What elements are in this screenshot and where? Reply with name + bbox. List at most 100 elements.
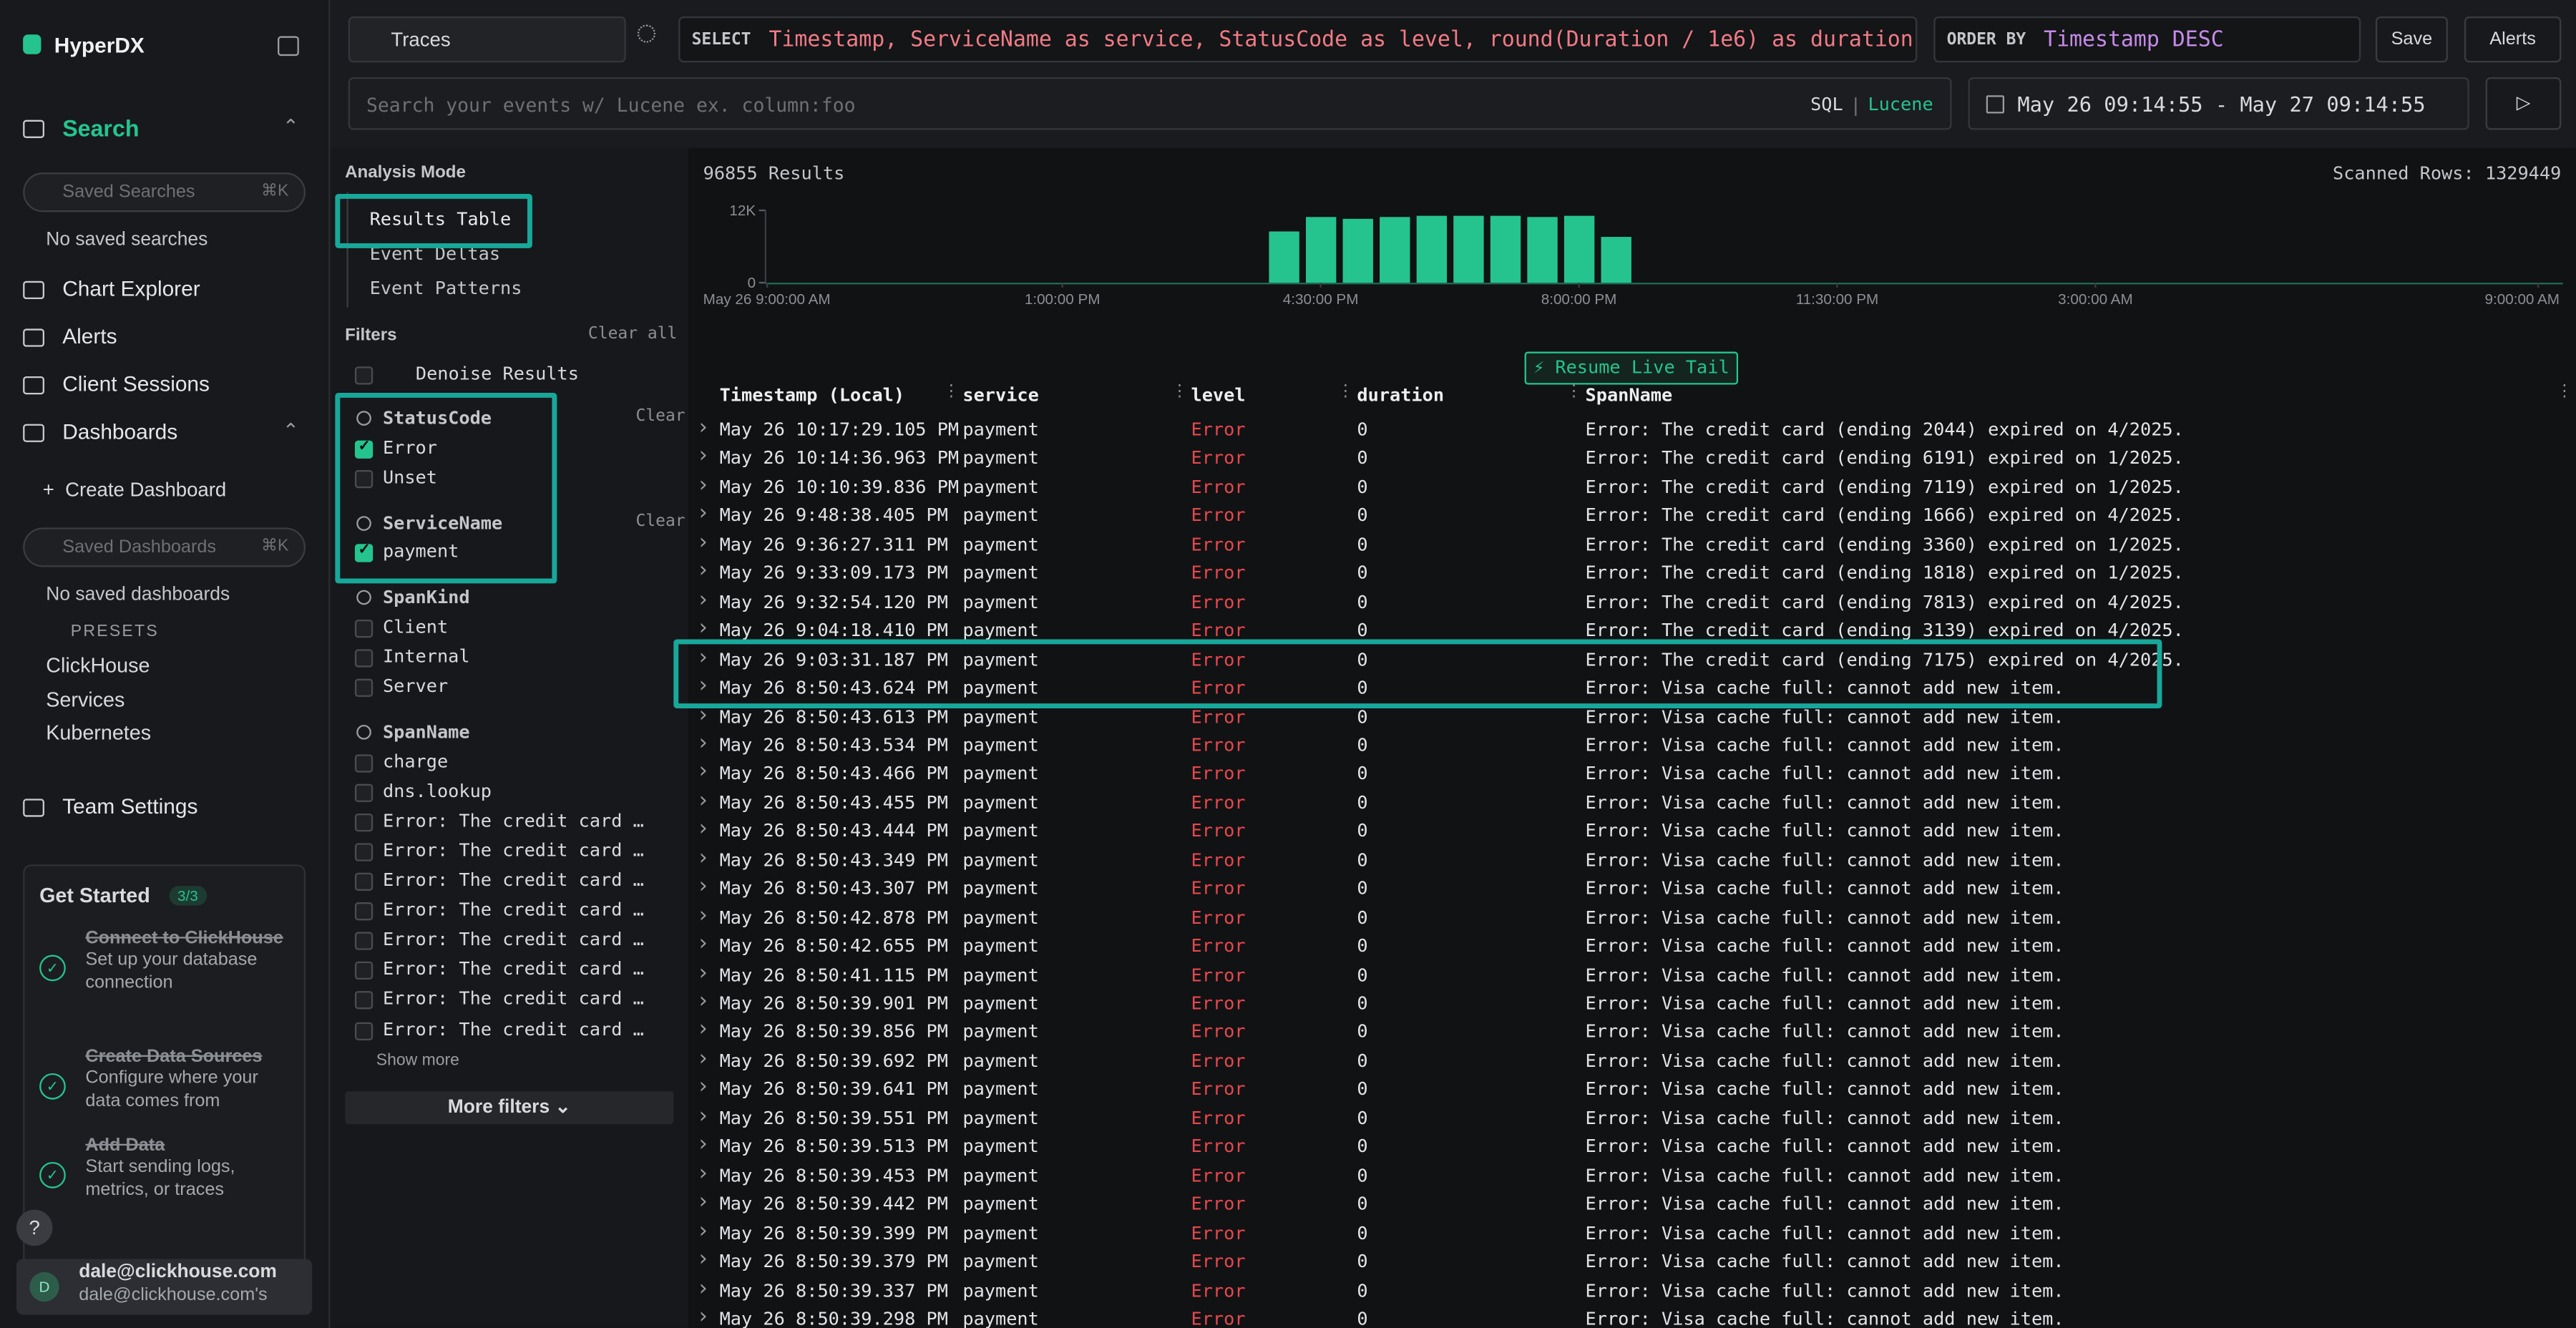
- run-button[interactable]: ▷: [2485, 77, 2562, 130]
- nav-item[interactable]: Client Sessions: [23, 371, 210, 396]
- table-row[interactable]: May 26 8:50:39.856 PM payment Error 0 Error:…: [690, 1018, 2576, 1049]
- lucene-toggle[interactable]: Lucene: [1868, 93, 1933, 115]
- table-row[interactable]: May 26 8:50:39.453 PM payment Error 0 Error:…: [690, 1161, 2576, 1193]
- column-header[interactable]: SpanName: [1585, 384, 1673, 406]
- mode-option[interactable]: Results Table: [369, 208, 512, 230]
- checkbox[interactable]: [354, 932, 374, 951]
- cell: 0: [1357, 907, 1368, 928]
- table-row[interactable]: May 26 8:50:41.115 PM payment Error 0 Error:…: [690, 961, 2576, 992]
- saved-dashboards-input[interactable]: Saved Dashboards ⌘K: [23, 527, 306, 567]
- table-row[interactable]: May 26 9:48:38.405 PM payment Error 0 Error:…: [690, 502, 2576, 533]
- table-row[interactable]: May 26 8:50:43.444 PM payment Error 0 Error:…: [690, 817, 2576, 849]
- cell: May 26 8:50:43.455 PM: [719, 791, 948, 814]
- table-row[interactable]: May 26 8:50:39.379 PM payment Error 0 Error:…: [690, 1248, 2576, 1279]
- table-row[interactable]: May 26 9:32:54.120 PM payment Error 0 Error:…: [690, 588, 2576, 619]
- checkbox[interactable]: [354, 962, 374, 980]
- checkbox[interactable]: [354, 813, 374, 831]
- nav-search[interactable]: Search: [23, 115, 139, 142]
- mode-option[interactable]: Event Patterns: [369, 278, 522, 300]
- checkbox[interactable]: [354, 366, 374, 385]
- live-tail-button[interactable]: ⚡ Resume Live Tail: [1524, 351, 1739, 385]
- search-input[interactable]: Search your events w/ Lucene ex. column:…: [348, 77, 1952, 130]
- help-button[interactable]: ?: [16, 1209, 53, 1246]
- checkbox[interactable]: [354, 783, 374, 802]
- checkbox[interactable]: [354, 541, 374, 563]
- preset-link[interactable]: ClickHouse: [46, 654, 150, 678]
- option-label: Client: [382, 615, 449, 638]
- cell: Error: [1191, 1222, 1246, 1244]
- clear-all[interactable]: Clear all: [587, 325, 678, 344]
- create-dashboard[interactable]: + Create Dashboard: [42, 478, 227, 502]
- filters-panel: Analysis Mode Results Table Event Deltas E…: [330, 147, 688, 1328]
- cell: Error: [1191, 935, 1246, 957]
- settings-icon[interactable]: [637, 24, 656, 43]
- group-clear[interactable]: Clear: [635, 512, 686, 531]
- cell: Error: Visa cache full: cannot add new i…: [1585, 849, 2064, 871]
- column-header[interactable]: Timestamp (Local): [719, 384, 905, 406]
- table-row[interactable]: May 26 8:50:39.551 PM payment Error 0 Error:…: [690, 1104, 2576, 1136]
- table-row[interactable]: May 26 8:50:43.613 PM payment Error 0 Error:…: [690, 703, 2576, 734]
- table-row[interactable]: May 26 8:50:39.399 PM payment Error 0 Error:…: [690, 1219, 2576, 1250]
- column-header[interactable]: service: [962, 384, 1039, 406]
- table-row[interactable]: May 26 8:50:43.624 PM payment Error 0 Error:…: [690, 674, 2576, 705]
- order-editor[interactable]: ORDER BY Timestamp DESC: [1933, 16, 2361, 63]
- option-label: Error: [382, 436, 437, 458]
- column-header[interactable]: level: [1191, 384, 1246, 406]
- checkbox[interactable]: [354, 872, 374, 891]
- sql-toggle[interactable]: SQL: [1810, 93, 1843, 115]
- table-row[interactable]: May 26 8:50:39.513 PM payment Error 0 Error:…: [690, 1133, 2576, 1164]
- table-row[interactable]: May 26 8:50:43.534 PM payment Error 0 Error:…: [690, 731, 2576, 763]
- nav-item[interactable]: Alerts: [23, 324, 117, 348]
- table-row[interactable]: May 26 8:50:43.349 PM payment Error 0 Error:…: [690, 846, 2576, 877]
- collapse-button[interactable]: [278, 36, 299, 57]
- table-row[interactable]: May 26 8:50:39.442 PM payment Error 0 Error:…: [690, 1190, 2576, 1221]
- table-row[interactable]: May 26 9:33:09.173 PM payment Error 0 Error:…: [690, 560, 2576, 590]
- checkbox[interactable]: [354, 436, 374, 458]
- get-started-card: Get Started 3/3 Connect to ClickHouseSet…: [23, 864, 306, 1296]
- show-more[interactable]: Show more: [376, 1052, 459, 1070]
- table-row[interactable]: May 26 8:50:39.901 PM payment Error 0 Error:…: [690, 990, 2576, 1020]
- nav-item[interactable]: Chart Explorer: [23, 276, 200, 301]
- table-row[interactable]: May 26 8:50:43.307 PM payment Error 0 Error:…: [690, 874, 2576, 906]
- saved-searches-input[interactable]: Saved Searches ⌘K: [23, 172, 306, 213]
- checkbox[interactable]: [354, 902, 374, 921]
- table-row[interactable]: May 26 8:50:42.878 PM payment Error 0 Error:…: [690, 904, 2576, 934]
- checkbox[interactable]: [354, 469, 374, 488]
- table-row[interactable]: May 26 8:50:39.641 PM payment Error 0 Error:…: [690, 1075, 2576, 1107]
- more-filters-button[interactable]: More filters ⌄: [345, 1091, 674, 1125]
- time-picker[interactable]: May 26 09:14:55 - May 27 09:14:55: [1968, 77, 2469, 130]
- alerts-button[interactable]: Alerts: [2464, 16, 2562, 63]
- preset-link[interactable]: Services: [46, 688, 125, 711]
- table-row[interactable]: May 26 8:50:42.655 PM payment Error 0 Error:…: [690, 932, 2576, 963]
- table-row[interactable]: May 26 8:50:43.455 PM payment Error 0 Error:…: [690, 788, 2576, 820]
- table-row[interactable]: May 26 8:50:39.692 PM payment Error 0 Error:…: [690, 1047, 2576, 1078]
- checkbox[interactable]: [354, 1021, 374, 1040]
- nav-team-settings[interactable]: Team Settings: [23, 794, 197, 819]
- save-button[interactable]: Save: [2375, 16, 2448, 63]
- checkbox[interactable]: [354, 753, 374, 772]
- nav-dashboards[interactable]: Dashboards: [23, 419, 177, 444]
- cell: payment: [962, 1193, 1039, 1215]
- table-row[interactable]: May 26 9:36:27.311 PM payment Error 0 Error:…: [690, 530, 2576, 562]
- table-row[interactable]: May 26 8:50:43.466 PM payment Error 0 Error:…: [690, 760, 2576, 791]
- cell: payment: [962, 820, 1039, 842]
- column-header[interactable]: duration: [1357, 384, 1445, 406]
- source-select[interactable]: Traces: [348, 16, 626, 63]
- checkbox[interactable]: [354, 649, 374, 668]
- preset-link[interactable]: Kubernetes: [46, 721, 152, 745]
- select-editor[interactable]: SELECT Timestamp, ServiceName as service…: [678, 16, 1918, 63]
- user-menu[interactable]: D dale@clickhouse.com dale@clickhouse.co…: [16, 1259, 313, 1315]
- table-row[interactable]: May 26 9:03:31.187 PM payment Error 0 Error:…: [690, 645, 2576, 676]
- table-row[interactable]: May 26 8:50:39.337 PM payment Error 0 Error:…: [690, 1276, 2576, 1307]
- checkbox[interactable]: [354, 843, 374, 861]
- table-row[interactable]: May 26 8:50:39.298 PM payment Error 0 Error:…: [690, 1305, 2576, 1328]
- group-clear[interactable]: Clear: [635, 407, 686, 426]
- table-row[interactable]: May 26 9:04:18.410 PM payment Error 0 Error:…: [690, 617, 2576, 648]
- checkbox[interactable]: [354, 991, 374, 1010]
- checkbox[interactable]: [354, 619, 374, 638]
- checkbox[interactable]: [354, 678, 374, 697]
